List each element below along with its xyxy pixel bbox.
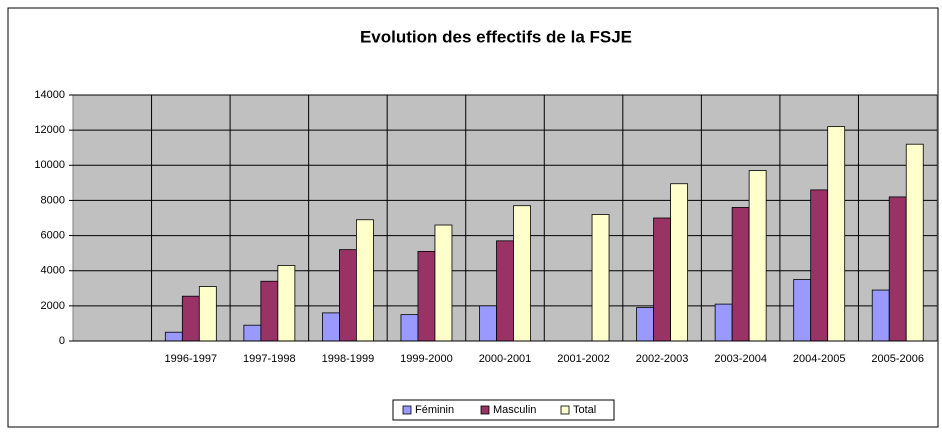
y-tick-label: 6000 xyxy=(41,229,65,241)
bar xyxy=(479,305,497,342)
legend-swatch xyxy=(480,405,490,415)
bar xyxy=(243,324,262,342)
legend-box xyxy=(392,399,615,421)
bar xyxy=(793,279,812,342)
x-tick-label: 1998-1999 xyxy=(322,353,375,365)
bar xyxy=(322,312,340,342)
bar xyxy=(181,295,200,342)
bar xyxy=(434,224,453,342)
bar xyxy=(827,126,846,342)
x-tick-label: 2000-2001 xyxy=(479,353,532,365)
legend-label: Masculin xyxy=(493,404,536,416)
bar xyxy=(496,240,514,342)
bar xyxy=(339,249,357,342)
y-tick-label: 2000 xyxy=(41,300,65,312)
bar xyxy=(748,170,767,342)
x-tick-label: 2001-2002 xyxy=(557,353,610,365)
y-tick-label: 10000 xyxy=(34,159,65,171)
bar xyxy=(260,280,279,342)
bar xyxy=(513,205,531,342)
bar xyxy=(670,183,688,342)
legend-label: Féminin xyxy=(415,404,454,416)
bar xyxy=(731,207,750,342)
bar xyxy=(905,143,924,342)
bar xyxy=(277,265,296,342)
x-tick-label: 2004-2005 xyxy=(793,353,846,365)
legend-swatch xyxy=(560,405,570,415)
x-tick-label: 2003-2004 xyxy=(714,353,767,365)
y-tick-label: 12000 xyxy=(34,124,65,136)
bar xyxy=(653,217,671,342)
bar xyxy=(888,196,907,342)
legend-swatch xyxy=(402,405,412,415)
x-tick-label: 1996-1997 xyxy=(165,353,218,365)
y-tick-label: 0 xyxy=(59,335,65,347)
x-tick-label: 1997-1998 xyxy=(243,353,296,365)
bar xyxy=(636,307,654,342)
bar xyxy=(417,250,436,342)
x-tick-label: 2002-2003 xyxy=(636,353,689,365)
chart-title: Evolution des effectifs de la FSJE xyxy=(360,27,632,46)
bar xyxy=(356,219,374,342)
bar xyxy=(164,331,183,342)
bar xyxy=(591,214,610,342)
y-tick-label: 14000 xyxy=(34,89,65,101)
bar xyxy=(400,314,419,342)
legend-label: Total xyxy=(573,404,596,416)
bar xyxy=(198,286,217,342)
bar xyxy=(810,189,829,342)
y-tick-label: 8000 xyxy=(41,194,65,206)
x-tick-label: 2005-2006 xyxy=(871,353,924,365)
bar xyxy=(871,289,890,342)
bar xyxy=(714,303,733,342)
y-tick-label: 4000 xyxy=(41,265,65,277)
x-tick-label: 1999-2000 xyxy=(400,353,453,365)
